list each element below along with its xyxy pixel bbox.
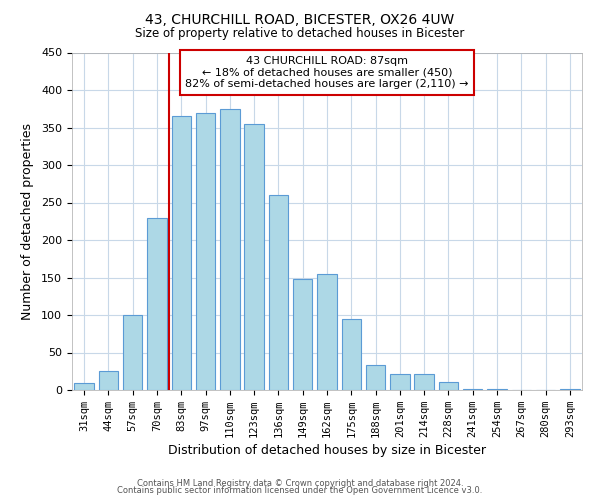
Bar [390, 374, 410, 390]
Text: Contains public sector information licensed under the Open Government Licence v3: Contains public sector information licen… [118, 486, 482, 495]
X-axis label: Distribution of detached houses by size in Bicester: Distribution of detached houses by size … [168, 444, 486, 457]
Bar [487, 388, 507, 390]
Bar [415, 374, 434, 390]
Bar [341, 319, 361, 390]
Bar [317, 274, 337, 390]
Bar [366, 364, 385, 390]
Bar [293, 279, 313, 390]
Bar [560, 388, 580, 390]
Bar [244, 124, 264, 390]
Text: Contains HM Land Registry data © Crown copyright and database right 2024.: Contains HM Land Registry data © Crown c… [137, 478, 463, 488]
Y-axis label: Number of detached properties: Number of detached properties [21, 122, 34, 320]
Bar [439, 382, 458, 390]
Text: Size of property relative to detached houses in Bicester: Size of property relative to detached ho… [136, 28, 464, 40]
Bar [220, 109, 239, 390]
Bar [463, 388, 482, 390]
Text: 43, CHURCHILL ROAD, BICESTER, OX26 4UW: 43, CHURCHILL ROAD, BICESTER, OX26 4UW [145, 12, 455, 26]
Bar [196, 112, 215, 390]
Bar [74, 382, 94, 390]
Bar [172, 116, 191, 390]
Bar [269, 195, 288, 390]
Bar [147, 218, 167, 390]
Bar [99, 371, 118, 390]
Text: 43 CHURCHILL ROAD: 87sqm
← 18% of detached houses are smaller (450)
82% of semi-: 43 CHURCHILL ROAD: 87sqm ← 18% of detach… [185, 56, 469, 89]
Bar [123, 315, 142, 390]
